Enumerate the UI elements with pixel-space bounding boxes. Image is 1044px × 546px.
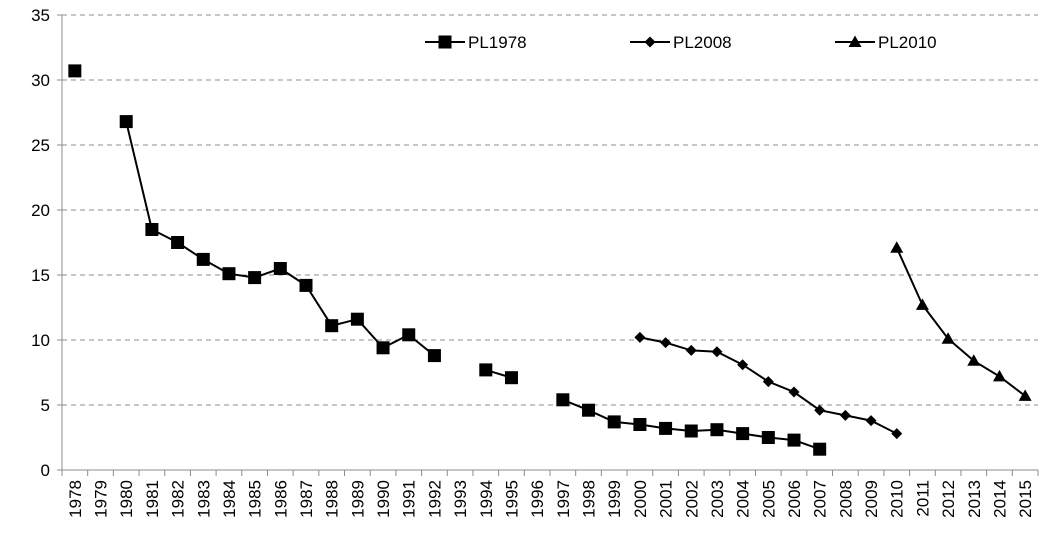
x-tick-label: 1981 bbox=[143, 480, 162, 518]
data-point bbox=[736, 427, 750, 441]
x-tick-label: 2001 bbox=[657, 480, 676, 518]
x-tick-label: 1979 bbox=[92, 480, 111, 518]
x-tick-label: 1995 bbox=[502, 480, 521, 518]
data-point bbox=[890, 241, 904, 253]
data-point bbox=[325, 319, 339, 333]
data-point bbox=[839, 409, 851, 421]
data-point bbox=[710, 423, 724, 437]
x-tick-label: 1991 bbox=[400, 480, 419, 518]
series-line bbox=[895, 247, 1026, 397]
x-tick-label: 2007 bbox=[811, 480, 830, 518]
data-point bbox=[660, 337, 672, 349]
x-tick-label: 2009 bbox=[862, 480, 881, 518]
data-point bbox=[992, 369, 1006, 382]
data-point bbox=[787, 433, 801, 447]
x-tick-label: 2008 bbox=[836, 480, 855, 518]
x-tick-label: 1994 bbox=[477, 480, 496, 518]
data-point bbox=[762, 376, 774, 388]
x-tick-label: 2010 bbox=[888, 480, 907, 518]
legend-marker bbox=[848, 35, 862, 47]
data-point bbox=[248, 271, 262, 285]
data-point bbox=[504, 371, 518, 385]
x-tick-label: 2006 bbox=[785, 480, 804, 518]
x-tick-label: 2012 bbox=[939, 480, 958, 518]
data-point bbox=[402, 328, 416, 342]
data-point bbox=[737, 359, 749, 371]
data-point bbox=[891, 428, 903, 440]
y-tick-label: 10 bbox=[31, 331, 50, 350]
data-point bbox=[273, 262, 287, 275]
data-point bbox=[761, 431, 775, 444]
x-tick-label: 1978 bbox=[66, 480, 85, 518]
x-tick-label: 2002 bbox=[682, 480, 701, 518]
data-point bbox=[582, 403, 596, 417]
legend-marker bbox=[644, 36, 656, 48]
y-tick-label: 15 bbox=[31, 266, 50, 285]
data-point bbox=[607, 415, 621, 429]
data-point bbox=[196, 252, 210, 266]
x-tick-label: 1999 bbox=[605, 480, 624, 518]
data-point bbox=[659, 421, 673, 435]
data-point bbox=[684, 424, 698, 438]
x-tick-label: 1985 bbox=[246, 480, 265, 518]
x-tick-label: 2000 bbox=[631, 480, 650, 518]
legend-marker bbox=[438, 35, 452, 49]
data-point bbox=[556, 393, 570, 407]
data-point bbox=[865, 415, 877, 427]
data-point bbox=[634, 331, 646, 343]
x-tick-label: 1997 bbox=[554, 480, 573, 518]
y-tick-label: 0 bbox=[41, 461, 50, 480]
x-tick-label: 2015 bbox=[1016, 480, 1035, 518]
x-tick-label: 1980 bbox=[117, 480, 136, 518]
data-point bbox=[711, 346, 723, 358]
x-tick-label: 2005 bbox=[759, 480, 778, 518]
data-point bbox=[145, 223, 159, 236]
x-tick-label: 2013 bbox=[965, 480, 984, 518]
legend-label: PL2008 bbox=[673, 33, 732, 52]
x-tick-label: 1982 bbox=[169, 480, 188, 518]
x-tick-label: 1996 bbox=[528, 480, 547, 518]
x-tick-label: 1989 bbox=[348, 480, 367, 518]
data-point bbox=[350, 312, 364, 326]
data-point bbox=[915, 298, 929, 310]
data-point bbox=[171, 236, 185, 249]
data-point bbox=[376, 341, 390, 355]
x-tick-label: 2014 bbox=[990, 480, 1009, 518]
x-tick-label: 1993 bbox=[451, 480, 470, 518]
y-tick-label: 5 bbox=[41, 396, 50, 415]
data-point bbox=[633, 418, 647, 431]
legend-label: PL1978 bbox=[468, 33, 527, 52]
data-point bbox=[479, 363, 493, 377]
data-point bbox=[685, 344, 697, 356]
y-tick-label: 30 bbox=[31, 71, 50, 90]
x-tick-label: 1992 bbox=[425, 480, 444, 518]
x-tick-label: 1986 bbox=[271, 480, 290, 518]
x-tick-label: 1998 bbox=[580, 480, 599, 518]
data-point bbox=[941, 332, 955, 344]
data-point bbox=[119, 115, 133, 129]
data-point bbox=[813, 442, 827, 456]
x-tick-label: 1988 bbox=[323, 480, 342, 518]
data-point bbox=[788, 386, 800, 398]
data-point bbox=[299, 278, 313, 292]
x-tick-label: 2011 bbox=[913, 480, 932, 517]
data-point bbox=[68, 64, 82, 78]
x-tick-label: 1987 bbox=[297, 480, 316, 518]
x-tick-label: 2003 bbox=[708, 480, 727, 518]
data-point bbox=[427, 349, 441, 363]
x-tick-label: 2004 bbox=[734, 480, 753, 518]
series-line bbox=[125, 121, 821, 451]
data-point bbox=[1018, 389, 1032, 401]
y-tick-label: 25 bbox=[31, 136, 50, 155]
legend-label: PL2010 bbox=[878, 33, 937, 52]
data-point bbox=[814, 404, 826, 416]
y-tick-label: 35 bbox=[31, 6, 50, 25]
x-tick-label: 1983 bbox=[194, 480, 213, 518]
data-point bbox=[222, 267, 236, 281]
y-tick-label: 20 bbox=[31, 201, 50, 220]
x-tick-label: 1990 bbox=[374, 480, 393, 518]
x-tick-label: 1984 bbox=[220, 480, 239, 518]
data-point bbox=[967, 354, 981, 366]
